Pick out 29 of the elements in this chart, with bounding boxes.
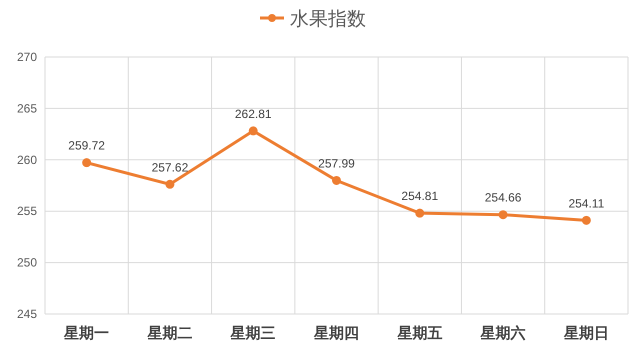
legend: 水果指数 (260, 9, 366, 30)
point (165, 180, 174, 189)
point (415, 208, 424, 218)
x-tick-label: 星期六 (480, 324, 526, 342)
data-label: 254.66 (484, 190, 522, 205)
x-tick-label: 星期二 (146, 325, 192, 342)
point (82, 158, 92, 168)
data-label: 257.99 (318, 156, 356, 170)
point (582, 216, 591, 225)
point (332, 176, 341, 185)
y-tick-label: 245 (16, 307, 38, 321)
x-tick-label: 星期三 (230, 325, 276, 342)
data-label: 254.11 (568, 196, 605, 210)
data-label: 254.81 (401, 189, 438, 204)
y-tick-label: 260 (16, 152, 38, 167)
x-tick-label: 星期五 (396, 325, 442, 342)
x-tick-label: 星期四 (313, 325, 359, 342)
y-tick-label: 255 (16, 204, 38, 218)
data-label: 257.62 (152, 160, 189, 174)
x-tick-label: 星期日 (562, 325, 609, 342)
y-tick-label: 250 (16, 256, 38, 270)
x-tick-label: 星期一 (63, 325, 110, 342)
point (248, 126, 258, 136)
data-label: 262.81 (234, 106, 272, 121)
point (498, 210, 508, 220)
y-tick-label: 270 (16, 50, 38, 64)
legend-label: 水果指数 (290, 9, 366, 30)
data-label: 259.72 (68, 138, 106, 153)
y-tick-label: 265 (16, 101, 38, 116)
